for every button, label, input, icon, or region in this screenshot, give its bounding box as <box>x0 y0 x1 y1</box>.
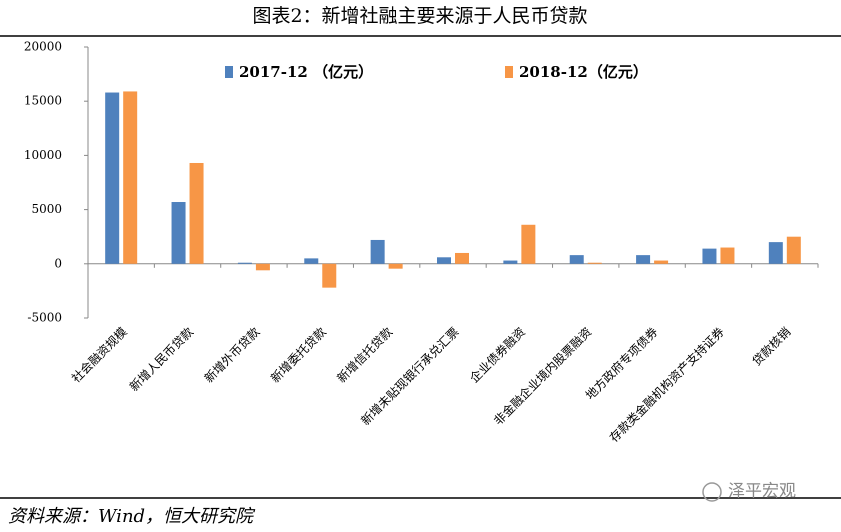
bar <box>587 262 602 264</box>
x-tick-label: 企业债券融资 <box>466 324 528 386</box>
x-tick-label: 存款类金融机构资产支持证券 <box>606 324 727 445</box>
legend-label: 2017-12 （亿元） <box>239 63 373 81</box>
bar <box>123 91 138 264</box>
bar <box>569 255 584 264</box>
y-tick-label: 10000 <box>24 148 62 162</box>
bar <box>437 257 451 264</box>
x-tick-label: 新增委托贷款 <box>267 324 329 386</box>
bar <box>720 247 735 264</box>
y-tick-label: 20000 <box>24 40 62 54</box>
bar <box>503 260 518 264</box>
bar <box>455 252 469 264</box>
x-tick-label: 贷款核销 <box>750 325 794 369</box>
x-tick-label: 新增人民币贷款 <box>126 324 196 394</box>
bar <box>322 263 337 288</box>
legend-swatch <box>225 66 233 78</box>
bar <box>702 248 717 264</box>
bar <box>304 258 319 264</box>
watermark: 泽平宏观 <box>728 482 796 502</box>
legend-swatch <box>505 66 513 78</box>
x-tick-label: 地方政府专项债券 <box>582 324 660 402</box>
bar <box>171 202 186 264</box>
bar <box>370 239 385 264</box>
y-tick-label: -5000 <box>27 311 62 325</box>
x-tick-label: 新增外币贷款 <box>201 324 263 386</box>
bar <box>636 255 651 264</box>
bar <box>388 263 403 269</box>
chart-title: 图表2：新增社融主要来源于人民币贷款 <box>252 5 587 27</box>
y-tick-label: 5000 <box>31 202 62 216</box>
bar <box>786 236 801 264</box>
bar <box>654 260 669 264</box>
legend-label: 2018-12（亿元） <box>519 63 648 81</box>
y-tick-label: 0 <box>54 256 62 270</box>
bar <box>189 162 204 264</box>
bar <box>255 263 270 271</box>
x-tick-label: 社会融资规模 <box>68 324 130 386</box>
x-tick-label: 新增信托贷款 <box>334 324 396 386</box>
bar <box>237 262 252 264</box>
watermark-icon <box>702 482 722 502</box>
bar <box>105 92 120 264</box>
source-note: 资料来源：Wind，恒大研究院 <box>8 506 256 527</box>
y-tick-label: 15000 <box>24 94 62 108</box>
bar <box>768 242 783 264</box>
bar <box>521 224 536 264</box>
